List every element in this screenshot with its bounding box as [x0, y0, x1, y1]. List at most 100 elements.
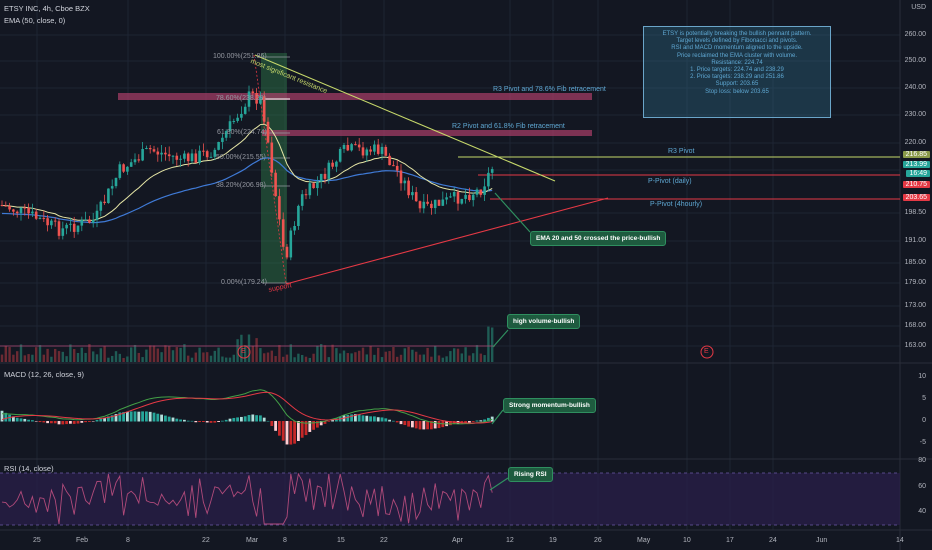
volume-bar: [259, 348, 262, 362]
macd-hist-bar: [278, 421, 281, 436]
volume-bar: [266, 352, 270, 362]
time-axis-label: 10: [683, 537, 691, 544]
candle-body: [247, 91, 251, 107]
resistance-trendline[interactable]: [254, 54, 556, 182]
volume-bar: [133, 344, 137, 362]
macd-hist-bar: [133, 411, 137, 422]
volume-bar: [331, 344, 334, 362]
volume-bar: [149, 345, 152, 362]
macd-hist-bar: [270, 421, 274, 426]
price-axis-label: 179.00: [904, 279, 926, 286]
daily-pivot-label: P-Pivot (daily): [648, 178, 692, 185]
candle-body: [300, 194, 304, 206]
candle-body: [23, 207, 27, 209]
candle-body: [156, 151, 160, 155]
support-trendline[interactable]: [285, 197, 609, 285]
rsi-label[interactable]: RSI (14, close): [4, 464, 54, 473]
macd-axis-label: 0: [922, 417, 926, 424]
momentum-callout[interactable]: Strong momentum-bullish: [503, 398, 596, 413]
macd-hist-bar: [0, 410, 4, 422]
fib-0-label: 0.00%(179.24): [221, 279, 267, 286]
volume-bar: [31, 354, 34, 362]
candle-body: [34, 211, 38, 219]
ema-indicator-label[interactable]: EMA (50, close, 0): [4, 16, 66, 25]
macd-hist-bar: [316, 421, 319, 428]
volume-bar: [187, 355, 190, 362]
candle-body: [369, 149, 372, 152]
candle-body: [72, 223, 76, 232]
volume-bar: [358, 350, 361, 362]
note-line: 1. Price targets: 224.74 and 238.29: [690, 67, 784, 74]
candle-body: [456, 192, 460, 204]
price-axis-label: 168.00: [904, 322, 926, 329]
volume-bar: [323, 345, 327, 362]
volume-bar: [418, 354, 422, 362]
candle-body: [471, 194, 475, 201]
candle-body: [270, 142, 274, 173]
rsi-axis-label: 60: [918, 483, 926, 490]
macd-hist-bar: [487, 417, 490, 422]
candle-body: [0, 205, 4, 206]
volume-bar: [130, 347, 133, 362]
note-line: Stop loss: below 203.65: [705, 88, 769, 95]
macd-hist-bar: [357, 414, 361, 422]
volume-bar: [221, 356, 224, 362]
high-volume-callout[interactable]: high volume-bullish: [507, 314, 581, 329]
macd-label[interactable]: MACD (12, 26, close, 9): [4, 370, 85, 379]
candle-body: [426, 201, 429, 204]
note-line: RSI and MACD momentum aligned to the ups…: [671, 45, 803, 52]
r3-pivot-label: R3 Pivot: [668, 148, 695, 155]
ema-50-line[interactable]: [1, 157, 493, 224]
volume-bar: [92, 351, 95, 362]
ema-cross-callout[interactable]: EMA 20 and 50 crossed the price-bullish: [530, 231, 667, 246]
candle-body: [50, 220, 53, 226]
candle-body: [95, 210, 99, 220]
price-axis-label: 240.00: [904, 84, 926, 91]
symbol-title[interactable]: ETSY INC, 4h, Cboe BZX: [4, 4, 90, 13]
macd-signal-line: [1, 391, 493, 424]
candle-body: [167, 154, 171, 157]
macd-hist-bar: [179, 419, 182, 422]
volume-bar: [365, 354, 368, 362]
volume-bar: [99, 348, 102, 362]
ema-20-line[interactable]: [1, 123, 493, 221]
macd-hist-bar: [50, 421, 53, 424]
volume-bar: [122, 357, 125, 362]
macd-hist-bar: [114, 414, 118, 422]
candle-body: [190, 153, 194, 162]
candle-body: [354, 144, 357, 146]
volume-bar: [411, 349, 414, 362]
analysis-note-box[interactable]: ETSY is potentially breaking the bullish…: [643, 26, 831, 118]
candle-body: [490, 169, 494, 173]
macd-hist-bar: [95, 420, 99, 422]
time-axis-label: 25: [33, 537, 41, 544]
macd-hist-bar: [129, 411, 133, 422]
macd-hist-bar: [236, 417, 239, 422]
macd-hist-bar: [156, 413, 160, 422]
macd-hist-bar: [479, 420, 483, 422]
volume-bar: [46, 348, 49, 362]
volume-bar: [278, 345, 281, 362]
time-axis-label: Feb: [76, 537, 89, 544]
volume-bar: [202, 352, 205, 362]
macd-hist-bar: [361, 415, 365, 422]
rsi-callout[interactable]: Rising RSI: [508, 467, 553, 482]
volume-bar: [160, 352, 163, 362]
candlestick-series[interactable]: [0, 85, 494, 261]
volume-connector: [492, 329, 509, 348]
volume-bar: [460, 353, 463, 362]
volume-bar: [0, 354, 4, 362]
volume-bar: [369, 345, 372, 362]
currency-label: USD: [911, 4, 926, 11]
volume-bar: [263, 353, 266, 362]
time-axis-label: 8: [126, 537, 130, 544]
volume-bar: [415, 351, 418, 362]
volume-bar: [80, 347, 83, 362]
time-axis-label: 14: [896, 537, 904, 544]
earnings-marker-2[interactable]: [700, 345, 714, 359]
volume-bar: [441, 357, 444, 362]
rsi-axis-label: 80: [918, 457, 926, 464]
earnings-marker-1[interactable]: [237, 345, 251, 359]
rsi-line: [1, 472, 493, 525]
